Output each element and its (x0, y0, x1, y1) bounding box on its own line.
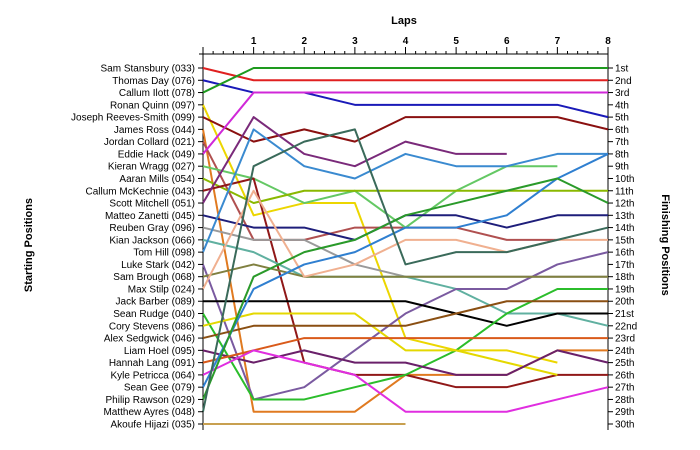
series-line-luke-stark-042 (202, 251, 609, 401)
starting-position-label: Jordan Collard (021) (104, 137, 195, 148)
starting-position-label: Matteo Zanetti (045) (105, 211, 195, 222)
finishing-position-label: 3rd (615, 88, 629, 99)
lap-tick-label: 4 (403, 36, 409, 47)
starting-position-label: Sam Stansbury (033) (101, 64, 196, 75)
series-line-philip-rawson-029 (202, 177, 609, 400)
starting-position-label: Scott Mitchell (051) (109, 199, 195, 210)
series-line-joseph-reeves-smith-099 (202, 116, 609, 143)
starting-position-label: Hannah Lang (091) (109, 358, 195, 369)
series-line-aaran-mills-054 (202, 177, 608, 205)
series-line-sam-brough-068 (202, 263, 608, 278)
starting-position-label: Sam Brough (068) (113, 272, 195, 283)
starting-position-label: Jack Barber (089) (116, 297, 195, 308)
series-line-tom-hill-098 (202, 128, 608, 253)
lap-tick-label: 8 (605, 36, 611, 47)
finishing-position-label: 23rd (615, 334, 635, 345)
finishing-position-label: 17th (615, 260, 634, 271)
starting-position-label: Liam Hoel (095) (124, 346, 195, 357)
finishing-position-label: 27th (615, 383, 634, 394)
starting-position-label: Thomas Day (076) (112, 76, 195, 87)
starting-position-label: Alex Sedgwick (046) (104, 334, 195, 345)
starting-position-label: Cory Stevens (086) (109, 321, 195, 332)
series-line-sam-stansbury-033 (202, 67, 608, 82)
series-line-hannah-lang-091 (202, 337, 608, 364)
series-line-eddie-hack-049 (202, 91, 608, 155)
finishing-position-label: 24th (615, 346, 634, 357)
finishing-position-label: 13th (615, 211, 634, 222)
finishing-position-label: 7th (615, 137, 629, 148)
series-line-callum-ilott-078 (202, 67, 608, 94)
starting-position-label: Luke Stark (042) (121, 260, 195, 271)
finishing-position-label: 21st (615, 309, 634, 320)
series-line-sean-rudge-040 (202, 287, 608, 401)
series-line-kyle-petricca-064 (202, 349, 609, 413)
finishing-position-label: 12th (615, 199, 634, 210)
finishing-position-label: 15th (615, 235, 634, 246)
starting-position-label: Kieran Wragg (027) (108, 162, 195, 173)
finishing-position-label: 10th (615, 174, 634, 185)
right-axis-title: Finishing Positions (659, 194, 671, 295)
finishing-position-label: 5th (615, 113, 629, 124)
starting-position-label: Eddie Hack (049) (118, 149, 195, 160)
starting-position-label: Tom Hill (098) (133, 248, 195, 259)
finishing-position-label: 4th (615, 100, 629, 111)
starting-position-label: Kyle Petricca (064) (111, 370, 195, 381)
finishing-position-label: 2nd (615, 76, 632, 87)
series-line-thomas-day-076 (202, 79, 609, 119)
finishing-position-label: 11th (615, 186, 634, 197)
series-line-ronan-quinn-097 (202, 104, 558, 364)
finishing-position-label: 14th (615, 223, 634, 234)
starting-position-label: James Ross (044) (114, 125, 195, 136)
finishing-position-label: 19th (615, 284, 634, 295)
series-line-kieran-wragg-027 (202, 165, 558, 229)
starting-position-label: Aaran Mills (054) (119, 174, 195, 185)
series-line-liam-hoel-095 (202, 349, 609, 376)
starting-position-label: Ronan Quinn (097) (110, 100, 195, 111)
series-line-scott-mitchell-051 (202, 116, 507, 204)
lap-tick-label: 6 (504, 36, 510, 47)
finishing-position-label: 28th (615, 395, 634, 406)
lap-tick-label: 2 (301, 36, 307, 47)
series-layer (202, 67, 609, 425)
starting-position-label: Akoufe Hijazi (035) (111, 420, 195, 431)
finishing-position-label: 22nd (615, 321, 637, 332)
finishing-position-label: 18th (615, 272, 634, 283)
finishing-position-label: 8th (615, 149, 629, 160)
finishing-position-label: 20th (615, 297, 634, 308)
finishing-position-label: 25th (615, 358, 634, 369)
finishing-position-label: 26th (615, 370, 634, 381)
finishing-position-label: 6th (615, 125, 629, 136)
series-line-matthew-ayres-048 (202, 128, 609, 412)
starting-position-label: Max Stilp (024) (128, 284, 195, 295)
x-axis-title: Laps (391, 15, 417, 27)
finishing-position-label: 16th (615, 248, 634, 259)
lap-tick-label: 1 (251, 36, 257, 47)
finishing-position-label: 9th (615, 162, 629, 173)
series-line-alex-sedgwick-046 (202, 300, 608, 340)
finishing-position-labels: 1st2nd3rd4th5th6th7th8th9th10th11th12th1… (608, 64, 637, 431)
lap-tick-label: 7 (555, 36, 561, 47)
series-line-james-ross-044 (202, 129, 608, 413)
starting-position-label: Reuben Gray (096) (109, 223, 195, 234)
lap-tick-label: 3 (352, 36, 358, 47)
starting-position-label: Kian Jackson (066) (109, 235, 195, 246)
starting-position-label: Joseph Reeves-Smith (099) (71, 113, 195, 124)
left-axis-title: Starting Positions (23, 198, 35, 292)
finishing-position-label: 30th (615, 420, 634, 431)
starting-position-label: Callum Ilott (078) (119, 88, 195, 99)
starting-position-labels: Sam Stansbury (033)Thomas Day (076)Callu… (71, 64, 203, 431)
lap-tick-label: 5 (453, 36, 459, 47)
starting-position-label: Sean Gee (079) (124, 383, 195, 394)
starting-position-label: Philip Rawson (029) (106, 395, 196, 406)
series-line-sean-gee-079 (202, 153, 609, 388)
starting-position-label: Callum McKechnie (043) (86, 186, 196, 197)
finishing-position-label: 29th (615, 407, 634, 418)
starting-position-label: Sean Rudge (040) (113, 309, 195, 320)
starting-position-label: Matthew Ayres (048) (103, 407, 195, 418)
series-line-cory-stevens-086 (202, 312, 558, 376)
finishing-position-label: 1st (615, 64, 629, 75)
series-line-jack-barber-089 (203, 300, 608, 327)
lap-ticks: 1 2 3 4 5 6 7 8 (202, 36, 611, 54)
